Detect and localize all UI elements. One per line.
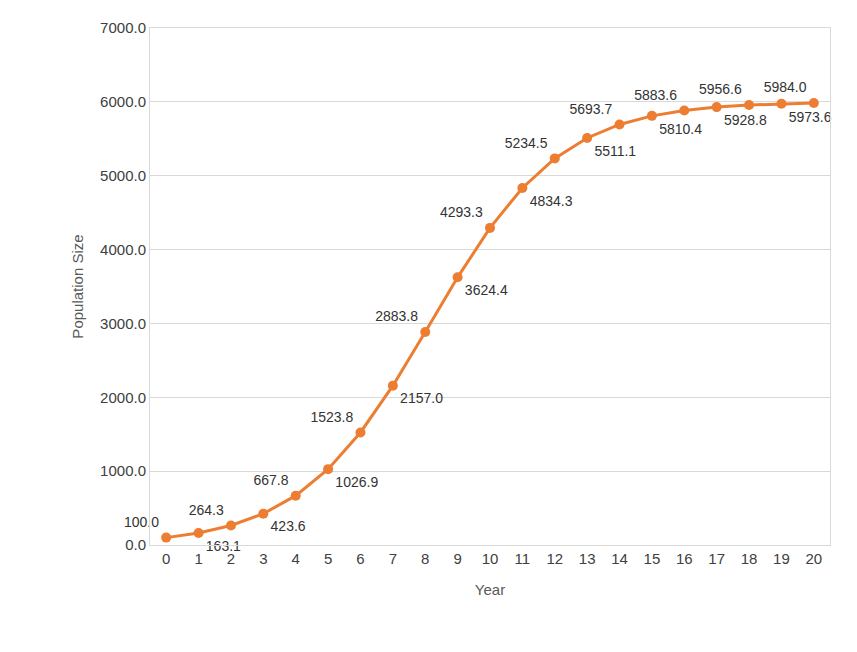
svg-text:2: 2 bbox=[227, 550, 235, 567]
svg-text:264.3: 264.3 bbox=[189, 502, 224, 518]
svg-text:2000.0: 2000.0 bbox=[100, 389, 146, 406]
svg-text:19: 19 bbox=[773, 550, 790, 567]
svg-text:5928.8: 5928.8 bbox=[724, 112, 767, 128]
svg-text:163.1: 163.1 bbox=[206, 538, 241, 554]
svg-text:9: 9 bbox=[453, 550, 461, 567]
svg-text:Population Size: Population Size bbox=[69, 234, 86, 338]
svg-text:6: 6 bbox=[356, 550, 364, 567]
svg-text:5973.6: 5973.6 bbox=[789, 109, 832, 125]
svg-text:14: 14 bbox=[611, 550, 628, 567]
svg-text:17: 17 bbox=[708, 550, 725, 567]
svg-text:18: 18 bbox=[741, 550, 758, 567]
svg-text:5693.7: 5693.7 bbox=[569, 101, 612, 117]
svg-text:Year: Year bbox=[475, 581, 505, 598]
svg-text:1000.0: 1000.0 bbox=[100, 462, 146, 479]
svg-text:5: 5 bbox=[324, 550, 332, 567]
svg-text:5000.0: 5000.0 bbox=[100, 167, 146, 184]
svg-text:13: 13 bbox=[579, 550, 596, 567]
svg-text:16: 16 bbox=[676, 550, 693, 567]
svg-text:7000.0: 7000.0 bbox=[100, 19, 146, 36]
svg-text:8: 8 bbox=[421, 550, 429, 567]
svg-text:4834.3: 4834.3 bbox=[530, 193, 573, 209]
svg-text:3000.0: 3000.0 bbox=[100, 315, 146, 332]
svg-text:0.0: 0.0 bbox=[125, 536, 146, 553]
svg-text:2883.8: 2883.8 bbox=[375, 308, 418, 324]
svg-text:5956.6: 5956.6 bbox=[699, 81, 742, 97]
svg-text:12: 12 bbox=[546, 550, 563, 567]
svg-text:4293.3: 4293.3 bbox=[440, 204, 483, 220]
svg-text:15: 15 bbox=[644, 550, 661, 567]
svg-text:4: 4 bbox=[292, 550, 300, 567]
svg-text:5810.4: 5810.4 bbox=[659, 121, 702, 137]
svg-text:10: 10 bbox=[482, 550, 499, 567]
svg-text:3: 3 bbox=[259, 550, 267, 567]
svg-text:4000.0: 4000.0 bbox=[100, 241, 146, 258]
svg-text:100.0: 100.0 bbox=[124, 514, 159, 530]
svg-text:5511.1: 5511.1 bbox=[594, 143, 636, 159]
svg-text:0: 0 bbox=[162, 550, 170, 567]
svg-text:667.8: 667.8 bbox=[253, 472, 288, 488]
svg-text:1: 1 bbox=[194, 550, 202, 567]
svg-text:5234.5: 5234.5 bbox=[505, 135, 548, 151]
svg-text:11: 11 bbox=[515, 550, 531, 567]
svg-text:423.6: 423.6 bbox=[271, 518, 306, 534]
svg-text:5883.6: 5883.6 bbox=[634, 87, 677, 103]
svg-text:7: 7 bbox=[389, 550, 397, 567]
svg-text:1026.9: 1026.9 bbox=[335, 474, 378, 490]
svg-text:6000.0: 6000.0 bbox=[100, 93, 146, 110]
svg-text:1523.8: 1523.8 bbox=[310, 409, 353, 425]
svg-text:2157.0: 2157.0 bbox=[400, 390, 443, 406]
svg-text:5984.0: 5984.0 bbox=[764, 79, 807, 95]
svg-text:20: 20 bbox=[805, 550, 822, 567]
svg-text:3624.4: 3624.4 bbox=[465, 282, 508, 298]
